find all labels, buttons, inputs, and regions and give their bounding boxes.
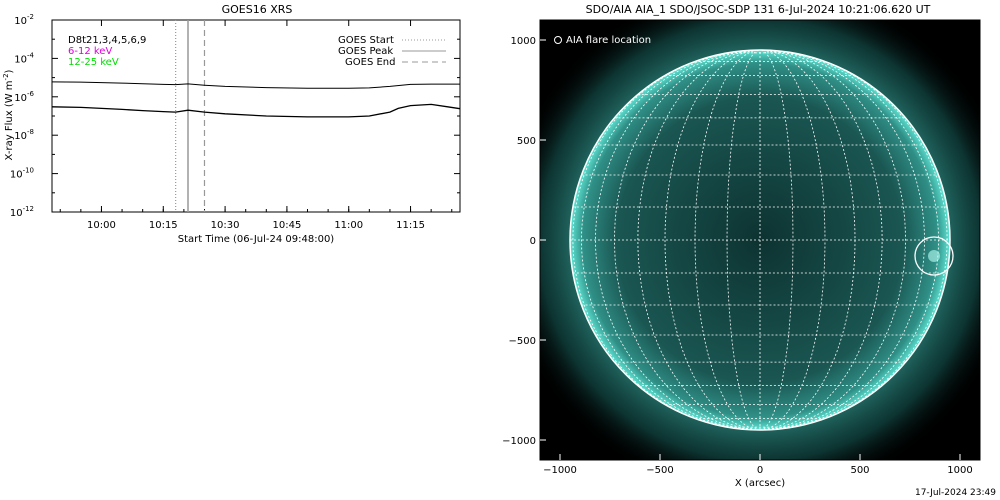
longitude-line [572,49,761,431]
goes-x-tick-label: 10:00 [87,220,116,231]
goes-y-tick-base: 10 [14,93,27,104]
goes-y-tick-exp: -6 [27,90,35,98]
longitude-line [694,49,761,431]
legend-goes-end: GOES End [345,57,395,68]
aia-y-tick-label: 1000 [511,36,536,47]
goes-event-markers [175,20,206,212]
longitude-line [614,49,761,431]
aia-xlabel: X (arcsec) [735,478,785,489]
longitude-line [759,49,906,431]
goes-panel: GOES16 XRS X-ray Flux (W m-2) 10-210-410… [2,3,461,245]
legend-12-25-kev: 12-25 keV [68,57,119,68]
flare-brightening [928,250,940,262]
goes-ylabel-main: X-ray Flux (W m [4,80,15,160]
flare-marker-legend-icon [554,36,562,44]
legend-goes-peak: GOES Peak [338,46,393,57]
longitude-line [581,49,761,431]
goes-y-tick-exp: -4 [27,51,35,59]
aia-x-tick-label: −500 [646,465,673,476]
goes-y-tick-label: 10-2 [14,13,34,27]
legend-detectors: D8t21,3,4,5,6,9 [68,35,146,46]
goes-y-tick-exp: -12 [23,205,34,213]
goes-legend-right: GOES Start GOES Peak GOES End [338,35,446,68]
goes-y-tick-label: 10-6 [14,90,34,104]
aia-x-axis: −1000 −500 0 500 1000 [543,454,973,476]
flare-location-marker [914,236,954,276]
footer-timestamp: 17-Jul-2024 23:49 [915,488,996,498]
longitude-line [759,49,939,431]
goes-y-tick-base: 10 [10,170,23,181]
longitude-line [759,49,794,431]
aia-annotation-label: AIA flare location [566,35,651,46]
goes-title: GOES16 XRS [222,3,293,16]
goes-y-tick-base: 10 [10,208,23,219]
aia-title: SDO/AIA AIA_1 SDO/JSOC-SDP 131 6-Jul-202… [586,3,931,16]
longitude-line [759,49,948,431]
goes-y-tick-label: 10-12 [10,205,34,219]
goes-series-line-1 [51,81,460,89]
aia-y-tick-label: −500 [509,336,536,347]
goes-x-tick-label: 11:00 [334,220,363,231]
aia-x-tick-label: −1000 [543,465,577,476]
aia-x-tick-label: 500 [850,465,869,476]
goes-y-tick-label: 10-10 [10,167,34,181]
goes-y-tick-label: 10-8 [14,128,34,142]
aia-y-axis: 1000 500 0 −500 −1000 [502,36,546,447]
goes-y-tick-exp: -8 [27,128,34,136]
aia-x-tick-label: 1000 [947,465,972,476]
goes-y-tick-label: 10-4 [14,51,34,65]
solar-limb [569,49,951,431]
goes-ylabel-close: ) [4,69,15,73]
goes-legend-left: D8t21,3,4,5,6,9 6-12 keV 12-25 keV [68,35,146,68]
aia-annotation: AIA flare location [554,35,651,46]
goes-x-axis: 10:00 10:15 10:30 10:45 11:00 11:15 [59,20,453,231]
legend-6-12-kev: 6-12 keV [68,46,112,57]
goes-y-tick-base: 10 [14,16,27,27]
longitude-line [664,49,761,431]
goes-ylabel: X-ray Flux (W m-2) [2,69,15,160]
goes-y-tick-base: 10 [14,54,27,65]
goes-y-tick-exp: -10 [23,167,34,175]
goes-series-line-2 [51,103,461,118]
goes-x-tick-label: 11:15 [396,220,425,231]
longitude-line [759,49,883,431]
goes-x-tick-label: 10:30 [211,220,240,231]
goes-y-tick-base: 10 [14,131,27,142]
aia-panel: SDO/AIA AIA_1 SDO/JSOC-SDP 131 6-Jul-202… [502,3,981,489]
aia-y-tick-label: 500 [517,136,536,147]
aia-y-tick-label: −1000 [502,436,536,447]
aia-x-tick-label: 0 [757,465,763,476]
goes-ylabel-sup: -2 [2,73,10,80]
flare-location-circle [914,236,954,276]
goes-x-tick-label: 10:15 [149,220,178,231]
goes-y-tick-exp: -2 [27,13,34,21]
goes-xlabel: Start Time (06-Jul-24 09:48:00) [178,234,335,245]
longitude-line [726,49,761,431]
longitude-line [759,49,856,431]
aia-y-tick-label: 0 [530,236,536,247]
goes-x-tick-label: 10:45 [272,220,301,231]
heliographic-grid [570,49,950,431]
longitude-line [637,49,761,431]
legend-goes-start: GOES Start [338,35,394,46]
goes-series [51,81,461,118]
longitude-line [759,49,826,431]
